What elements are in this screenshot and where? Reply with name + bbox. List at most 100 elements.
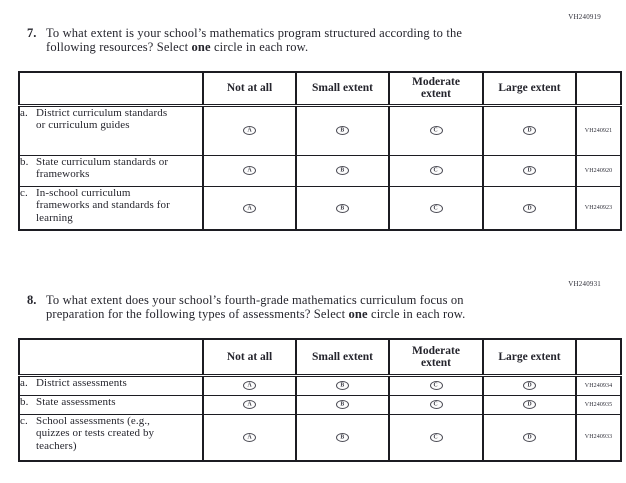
option-cell-small-extent[interactable]: B — [295, 154, 390, 187]
question-7-text: To what extent is your school’s mathemat… — [46, 26, 462, 54]
header-empty — [18, 338, 204, 377]
question-8: 8. To what extent does your school’s fou… — [27, 293, 602, 321]
question-7-line1: To what extent is your school’s mathemat… — [46, 26, 463, 40]
option-cell-large-extent[interactable]: D — [482, 104, 577, 156]
row-code: VH240921 — [575, 104, 622, 156]
answer-bubble-d[interactable]: D — [523, 166, 536, 176]
question-8-line2: preparation for the following types of a… — [46, 307, 466, 321]
answer-bubble-b[interactable]: B — [336, 400, 349, 410]
answer-bubble-c[interactable]: C — [429, 400, 443, 410]
option-cell-large-extent[interactable]: D — [482, 154, 577, 187]
header-small-extent: Small extent — [295, 338, 390, 377]
option-cell-large-extent[interactable]: D — [482, 374, 577, 396]
row-code: VH240934 — [575, 374, 622, 396]
option-cell-not-at-all[interactable]: A — [202, 185, 297, 231]
option-cell-moderate-extent[interactable]: C — [388, 374, 484, 396]
answer-bubble-c[interactable]: C — [429, 381, 443, 391]
header-moderate-extent: Moderate extent — [388, 338, 484, 377]
row-label: School assessments (e.g., quizzes or tes… — [36, 414, 155, 452]
answer-bubble-d[interactable]: D — [523, 381, 536, 391]
header-empty — [18, 71, 204, 107]
answer-bubble-a[interactable]: A — [243, 381, 256, 391]
table-row: a. District curriculum standards or curri… — [18, 104, 622, 156]
question-8-text: To what extent does your school’s fourth… — [46, 293, 465, 321]
header-not-at-all: Not at all — [202, 338, 297, 377]
answer-bubble-b[interactable]: B — [336, 433, 349, 443]
answer-bubble-c[interactable]: C — [429, 203, 443, 213]
option-cell-not-at-all[interactable]: A — [202, 374, 297, 396]
row-label: District curriculum standards or curricu… — [36, 106, 168, 132]
header-small-extent: Small extent — [295, 71, 390, 107]
option-cell-not-at-all[interactable]: A — [202, 154, 297, 187]
header-code-empty — [575, 338, 622, 377]
table-row: a. District assessments A B C D VH240934 — [18, 374, 622, 396]
answer-bubble-b[interactable]: B — [336, 381, 349, 391]
row-letter: a. — [20, 106, 28, 119]
question-8-table: Not at all Small extent Moderate extent … — [18, 338, 622, 462]
question-8-line1: To what extent does your school’s fourth… — [46, 293, 464, 307]
option-cell-moderate-extent[interactable]: C — [388, 413, 484, 462]
option-cell-moderate-extent[interactable]: C — [388, 104, 484, 156]
header-large-extent: Large extent — [482, 71, 577, 107]
option-cell-small-extent[interactable]: B — [295, 374, 390, 396]
option-cell-small-extent[interactable]: B — [295, 413, 390, 462]
answer-bubble-b[interactable]: B — [336, 126, 349, 136]
option-cell-large-extent[interactable]: D — [482, 394, 577, 415]
row-letter: a. — [20, 376, 28, 389]
table-row: b. State curriculum standards or framewor… — [18, 154, 622, 187]
question-8-code: VH240931 — [568, 280, 601, 288]
option-cell-moderate-extent[interactable]: C — [388, 394, 484, 415]
row-letter: b. — [20, 155, 29, 168]
question-7: 7. To what extent is your school’s mathe… — [27, 26, 602, 54]
header-code-empty — [575, 71, 622, 107]
answer-bubble-d[interactable]: D — [523, 203, 536, 213]
answer-bubble-d[interactable]: D — [523, 126, 536, 136]
answer-bubble-a[interactable]: A — [243, 433, 256, 443]
answer-bubble-c[interactable]: C — [429, 433, 443, 443]
row-label: State curriculum standards or frameworks — [36, 155, 169, 181]
header-large-extent: Large extent — [482, 338, 577, 377]
option-cell-small-extent[interactable]: B — [295, 394, 390, 415]
question-7-code: VH240919 — [568, 13, 601, 21]
row-code: VH240933 — [575, 413, 622, 462]
answer-bubble-a[interactable]: A — [243, 203, 256, 213]
table-row: b. State assessments A B C D VH240935 — [18, 394, 622, 415]
row-code: VH240920 — [575, 154, 622, 187]
answer-bubble-c[interactable]: C — [429, 166, 443, 176]
answer-bubble-d[interactable]: D — [523, 433, 536, 443]
row-label: District assessments — [36, 376, 127, 389]
row-letter: c. — [20, 186, 28, 199]
option-cell-small-extent[interactable]: B — [295, 104, 390, 156]
option-cell-not-at-all[interactable]: A — [202, 104, 297, 156]
option-cell-moderate-extent[interactable]: C — [388, 185, 484, 231]
row-letter: b. — [20, 395, 29, 408]
row-code: VH240935 — [575, 394, 622, 415]
answer-bubble-a[interactable]: A — [243, 166, 256, 176]
question-7-line2: following resources? Select one circle i… — [46, 40, 309, 54]
table-row: c. In-school curriculum frameworks and st… — [18, 185, 622, 231]
option-cell-large-extent[interactable]: D — [482, 185, 577, 231]
answer-bubble-c[interactable]: C — [429, 126, 443, 136]
answer-bubble-a[interactable]: A — [243, 126, 256, 136]
table-row: c. School assessments (e.g., quizzes or t… — [18, 413, 622, 462]
answer-bubble-b[interactable]: B — [336, 203, 349, 213]
header-moderate-extent: Moderate extent — [388, 71, 484, 107]
row-letter: c. — [20, 414, 28, 427]
answer-bubble-b[interactable]: B — [336, 166, 349, 176]
question-8-number: 8. — [27, 293, 37, 307]
option-cell-not-at-all[interactable]: A — [202, 413, 297, 462]
header-not-at-all: Not at all — [202, 71, 297, 107]
option-cell-small-extent[interactable]: B — [295, 185, 390, 231]
header-row: Not at all Small extent Moderate extent … — [18, 71, 622, 107]
header-row: Not at all Small extent Moderate extent … — [18, 338, 622, 377]
question-7-table: Not at all Small extent Moderate extent … — [18, 71, 622, 231]
answer-bubble-a[interactable]: A — [243, 400, 256, 410]
option-cell-large-extent[interactable]: D — [482, 413, 577, 462]
answer-bubble-d[interactable]: D — [523, 400, 536, 410]
option-cell-moderate-extent[interactable]: C — [388, 154, 484, 187]
option-cell-not-at-all[interactable]: A — [202, 394, 297, 415]
row-label: State assessments — [36, 395, 116, 408]
row-code: VH240923 — [575, 185, 622, 231]
row-label: In-school curriculum frameworks and stan… — [36, 186, 170, 224]
